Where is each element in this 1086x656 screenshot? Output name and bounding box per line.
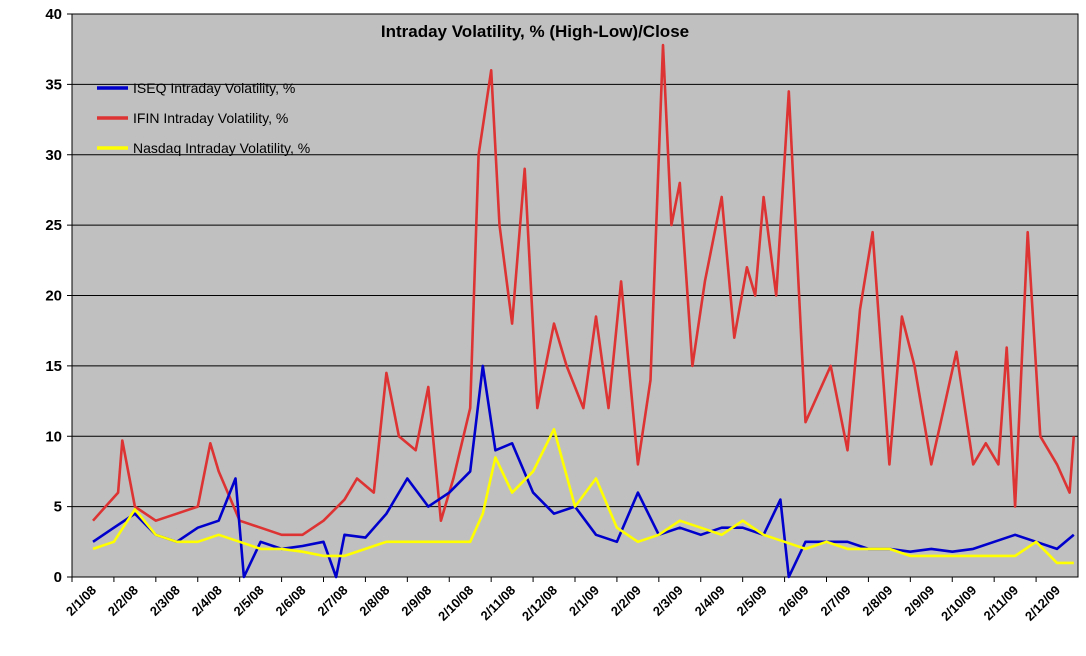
x-tick-label: 2/3/09	[650, 583, 686, 619]
x-tick-label: 2/8/09	[859, 583, 895, 619]
x-tick-label: 2/2/09	[608, 583, 644, 619]
x-tick-label: 2/3/08	[147, 583, 183, 619]
legend-label: IFIN Intraday Volatility, %	[133, 110, 288, 126]
x-tick-label: 2/2/08	[105, 583, 141, 619]
legend: ISEQ Intraday Volatility, % IFIN Intraday…	[97, 80, 310, 156]
x-tick-label: 2/4/09	[692, 583, 728, 619]
y-tick-label: 10	[45, 428, 62, 445]
y-tick-label: 5	[54, 499, 62, 516]
x-tick-label: 2/1/09	[566, 583, 602, 619]
legend-label: ISEQ Intraday Volatility, %	[133, 80, 295, 96]
x-tick-label: 2/9/09	[901, 583, 937, 619]
x-tick-label: 2/5/08	[231, 583, 267, 619]
x-tick-label: 2/6/08	[272, 583, 308, 619]
x-tick-label: 2/9/08	[398, 583, 434, 619]
legend-label: Nasdaq Intraday Volatility, %	[133, 140, 310, 156]
grid-lines	[72, 83, 1078, 508]
y-tick-label: 40	[45, 6, 62, 23]
y-axis-ticks: 0 5 10 15 20 25 30 35 40	[45, 6, 72, 586]
x-tick-label: 2/1/08	[63, 583, 99, 619]
series-line-1	[92, 43, 1076, 537]
y-tick-label: 20	[45, 288, 62, 305]
x-tick-label: 2/7/08	[314, 583, 350, 619]
x-tick-label: 2/10/08	[435, 583, 476, 624]
x-tick-label: 2/12/09	[1022, 583, 1063, 624]
x-tick-label: 2/10/09	[938, 583, 979, 624]
x-tick-label: 2/5/09	[734, 583, 770, 619]
y-tick-label: 0	[54, 569, 62, 586]
x-axis-ticks: 2/1/08 2/2/08 2/3/08 2/4/08 2/5/08 2/6/08 2/7/…	[63, 577, 1063, 624]
y-tick-label: 25	[45, 217, 62, 234]
y-tick-label: 35	[45, 76, 62, 93]
x-tick-label: 2/11/09	[980, 583, 1021, 624]
x-tick-label: 2/6/09	[775, 583, 811, 619]
chart-title: Intraday Volatility, % (High-Low)/Close	[381, 22, 689, 41]
x-tick-label: 2/4/08	[189, 583, 225, 619]
y-tick-label: 30	[45, 147, 62, 164]
y-tick-label: 15	[45, 358, 62, 375]
series-lines	[92, 43, 1076, 579]
x-tick-label: 2/7/09	[817, 583, 853, 619]
x-tick-label: 2/11/08	[477, 583, 518, 624]
x-tick-label: 2/8/08	[356, 583, 392, 619]
series-line-0	[92, 364, 1075, 579]
series-line-2	[92, 427, 1074, 565]
x-tick-label: 2/12/08	[519, 583, 560, 624]
